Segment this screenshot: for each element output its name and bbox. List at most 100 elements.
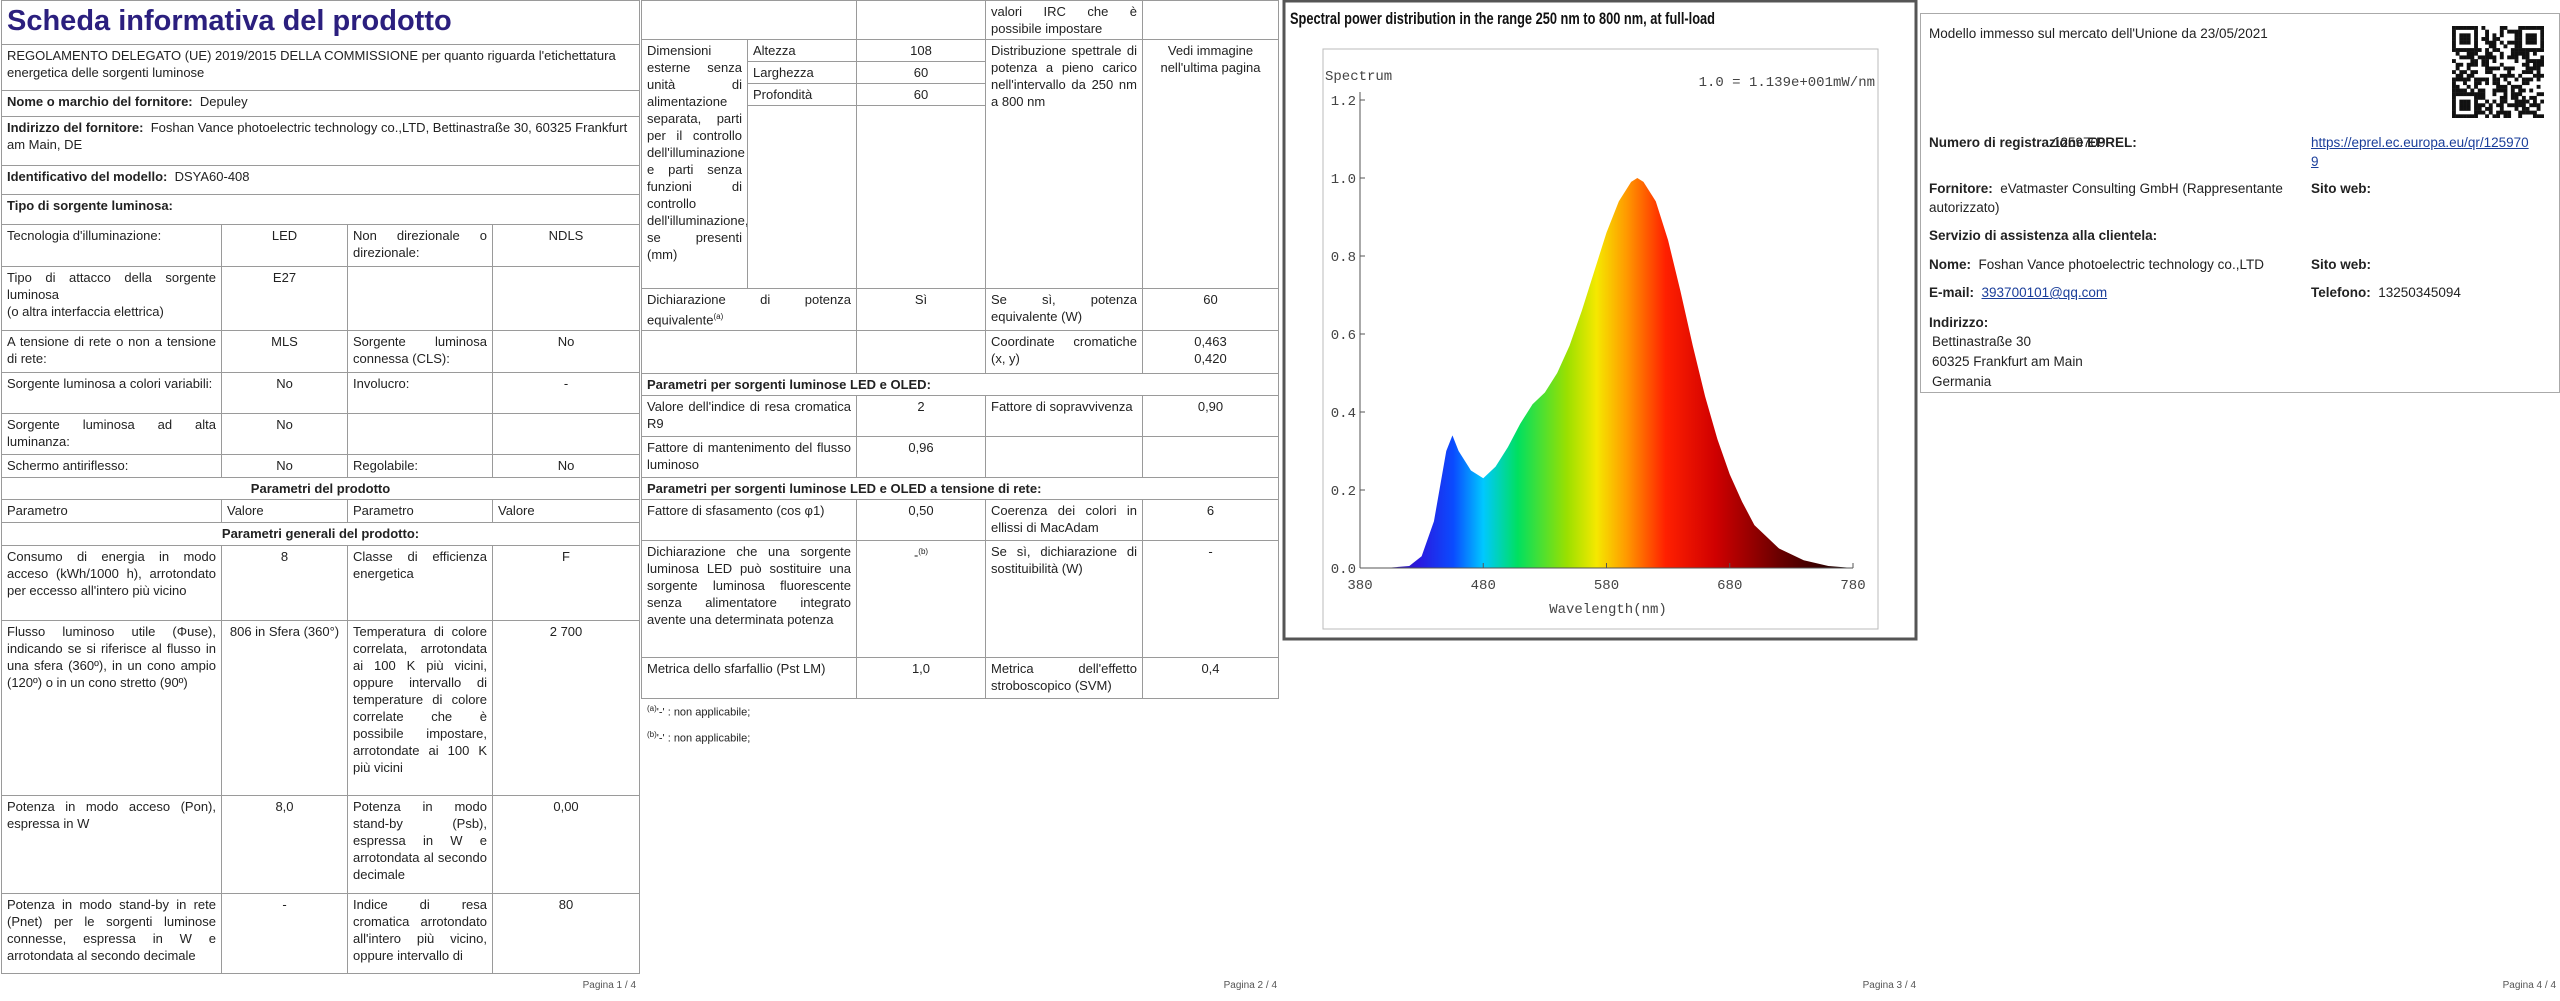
qr-module bbox=[2485, 48, 2489, 52]
qr-module bbox=[2536, 106, 2541, 111]
page-1: Scheda informativa del prodotto REGOLAME… bbox=[0, 0, 640, 1001]
notes: (a)'-' : non applicabile; (b)'-' : non a… bbox=[647, 698, 750, 749]
qr-module bbox=[2510, 48, 2515, 52]
qr-module bbox=[2463, 55, 2467, 60]
qr-module bbox=[2514, 29, 2519, 34]
qr-module bbox=[2514, 37, 2519, 41]
qr-module bbox=[2477, 48, 2482, 52]
table-cell: 0,90 bbox=[1142, 395, 1279, 438]
qr-module bbox=[2485, 66, 2489, 71]
qr-module bbox=[2477, 92, 2482, 97]
y-tick-label: 1.0 bbox=[1331, 172, 1356, 188]
table-row: A tensione di rete o non a tensione di r… bbox=[1, 330, 640, 373]
table-row: Dimensioni esterne senza unità di alimen… bbox=[641, 39, 1279, 289]
text-block: Nome: Foshan Vance photoelectric technol… bbox=[1929, 255, 2264, 274]
value-cell: 80 bbox=[491, 893, 640, 974]
text-block: Sito web: bbox=[2311, 181, 2371, 196]
table-row: Flusso luminoso utile (Φuse), indicando … bbox=[1, 620, 640, 796]
qr-module bbox=[2507, 110, 2512, 115]
qr-module bbox=[2474, 70, 2478, 75]
qr-module bbox=[2496, 84, 2501, 89]
qr-module bbox=[2499, 106, 2504, 111]
qr-module bbox=[2459, 62, 2464, 67]
qr-module bbox=[2463, 103, 2467, 108]
qr-module bbox=[2514, 51, 2519, 56]
qr-module bbox=[2470, 92, 2475, 97]
table-cell: Fattore di sopravvivenza bbox=[985, 395, 1143, 438]
qr-module bbox=[2507, 103, 2512, 108]
qr-module bbox=[2474, 59, 2478, 63]
qr-module bbox=[2499, 73, 2504, 78]
qr-module bbox=[2488, 55, 2493, 60]
qr-module bbox=[2459, 106, 2464, 111]
text-block: Numero di registrazione EPREL: bbox=[1929, 135, 2137, 150]
qr-module bbox=[2518, 26, 2523, 30]
text: Telefono: bbox=[2311, 285, 2371, 300]
qr-module bbox=[2540, 40, 2544, 45]
table-cell: Dimensioni esterne senza unità di alimen… bbox=[641, 39, 748, 289]
text: E-mail: bbox=[1929, 285, 1975, 300]
qr-module bbox=[2536, 103, 2541, 108]
product-table: Scheda informativa del prodotto REGOLAME… bbox=[0, 0, 640, 974]
qr-module bbox=[2477, 95, 2482, 100]
table-row: Consumo di energia in modo acceso (kWh/1… bbox=[1, 545, 640, 621]
label-cell: Potenza in modo acceso (Pon), espressa i… bbox=[1, 795, 222, 894]
qr-module bbox=[2499, 110, 2504, 115]
label-cell: Potenza in modo stand-by in rete (Pnet) … bbox=[1, 893, 222, 974]
qr-module bbox=[2463, 99, 2467, 104]
qr-module bbox=[2496, 114, 2501, 118]
value-cell: 0,00 bbox=[491, 795, 640, 894]
qr-module bbox=[2518, 73, 2523, 78]
qr-module bbox=[2507, 40, 2512, 45]
page-4: Modello immesso sul mercato dell'Unione … bbox=[1920, 0, 2560, 1001]
table-cell: Coerenza dei colori in ellissi di MacAda… bbox=[985, 499, 1143, 542]
qr-module bbox=[2529, 33, 2534, 38]
table-body: Parametri del prodotto Parametro Valore Pa… bbox=[0, 477, 640, 546]
qr-module bbox=[2459, 26, 2464, 30]
y-tick-label: 1.2 bbox=[1331, 94, 1356, 110]
qr-module bbox=[2474, 40, 2478, 45]
qr-module bbox=[2525, 99, 2530, 104]
qr-module bbox=[2455, 62, 2460, 67]
table-row: Indirizzo del fornitore: Foshan Vance ph… bbox=[0, 116, 640, 166]
qr-module bbox=[2459, 40, 2464, 45]
qr-module bbox=[2485, 40, 2489, 45]
table-cell: Altezza bbox=[747, 39, 857, 62]
qr-module bbox=[2503, 114, 2508, 118]
qr-module bbox=[2492, 48, 2497, 52]
qr-module bbox=[2459, 73, 2464, 78]
qr-module bbox=[2463, 81, 2467, 86]
qr-module bbox=[2518, 37, 2523, 41]
table-row: Parametri del prodotto bbox=[0, 477, 640, 500]
footnote-marker: (a) bbox=[647, 704, 657, 713]
qr-module bbox=[2499, 26, 2504, 30]
qr-module bbox=[2536, 73, 2541, 78]
qr-module bbox=[2496, 103, 2501, 108]
label-cell: A tensione di rete o non a tensione di r… bbox=[1, 330, 222, 373]
table-cell: Metrica dell'effetto stroboscopico (SVM) bbox=[985, 657, 1143, 700]
qr-module bbox=[2463, 88, 2467, 93]
qr-module bbox=[2474, 84, 2478, 89]
qr-module bbox=[2510, 92, 2515, 97]
table-cell bbox=[747, 105, 857, 289]
qr-module bbox=[2463, 106, 2467, 111]
annotation: 1.0 = 1.139e+001mW/nm bbox=[1699, 75, 1875, 91]
qr-module bbox=[2532, 26, 2537, 30]
qr-module bbox=[2452, 81, 2456, 86]
value-cell: 8,0 bbox=[221, 795, 348, 894]
qr-module bbox=[2455, 66, 2460, 71]
text-block: Germania bbox=[1932, 374, 1992, 389]
email-link[interactable]: 393700101@qq.com bbox=[1981, 285, 2108, 300]
qr-module bbox=[2532, 114, 2537, 118]
value-cell: No bbox=[221, 372, 348, 414]
table-cell: Se sì, potenza equivalente (W) bbox=[985, 287, 1143, 332]
eprel-link[interactable]: https://eprel.ec.europa.eu/qr/1259709 bbox=[2311, 135, 2529, 169]
table-cell: Dichiarazione che una sorgente luminosa … bbox=[641, 540, 857, 659]
qr-module bbox=[2514, 33, 2519, 38]
qr-module bbox=[2499, 88, 2504, 93]
qr-module bbox=[2536, 48, 2541, 52]
qr-module bbox=[2474, 106, 2478, 111]
qr-module bbox=[2514, 55, 2519, 60]
qr-module bbox=[2510, 29, 2515, 34]
